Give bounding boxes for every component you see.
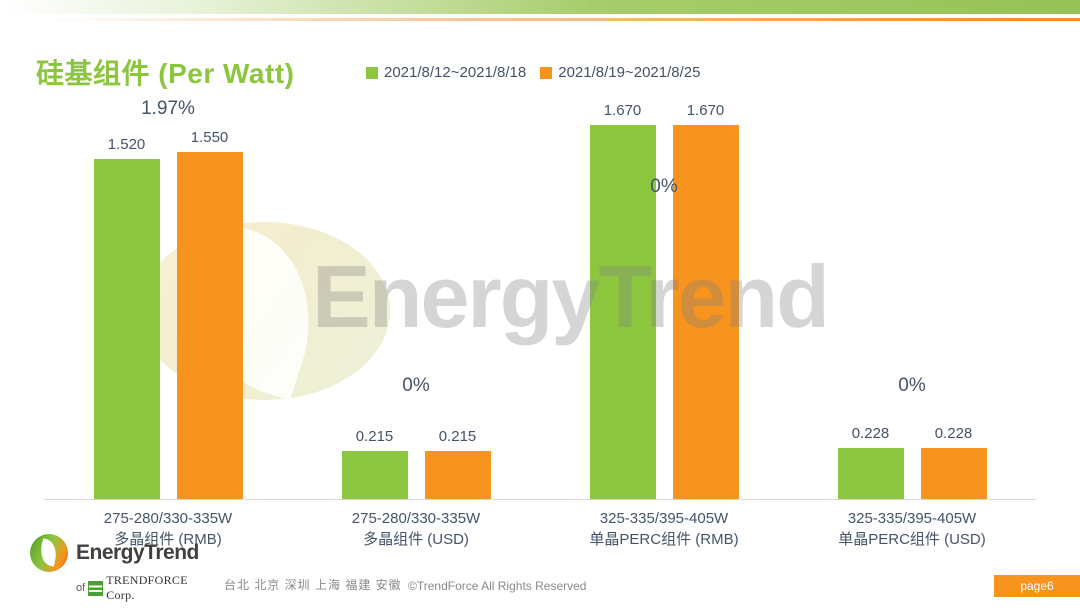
- bar-wrap: 1.550: [176, 129, 243, 499]
- trendforce-icon: [88, 580, 104, 596]
- leaf-icon: [37, 538, 60, 567]
- value-label: 0.228: [851, 425, 890, 442]
- bar-group-poly-rmb: 1.97% 1.520 1.550: [44, 90, 292, 499]
- bar-period2: [920, 448, 987, 499]
- bar-period1: [837, 448, 904, 499]
- page-number-badge: page6: [994, 575, 1080, 597]
- category-line2: 单晶PERC组件 (USD): [838, 531, 986, 548]
- bar-wrap: 1.520: [93, 136, 160, 499]
- legend-item-period2: 2021/8/19~2021/8/25: [540, 64, 700, 81]
- logo-wordmark: EnergyTrend: [76, 541, 199, 564]
- bar-pair: 1.670 1.670: [540, 102, 788, 499]
- chart-legend: 2021/8/12~2021/8/18 2021/8/19~2021/8/25: [366, 64, 700, 81]
- top-gradient-band: [0, 0, 1080, 14]
- legend-label-period2: 2021/8/19~2021/8/25: [558, 64, 701, 81]
- bar-pair: 0.215 0.215: [292, 428, 540, 499]
- logo-of-text: of: [76, 582, 86, 594]
- category-line2: 单晶PERC组件 (RMB): [589, 531, 739, 548]
- footer-copyright: ©TrendForce All Rights Reserved: [408, 579, 587, 593]
- value-label: 1.550: [190, 129, 229, 146]
- category-label: 325-335/395-405W 单晶PERC组件 (USD): [788, 508, 1036, 550]
- footer: EnergyTrend of TRENDFORCE Corp. 台北 北京 深圳…: [0, 534, 1080, 608]
- bar-groups: 1.97% 1.520 1.550 0% 0.215: [44, 90, 1036, 499]
- value-label: 0.228: [934, 425, 973, 442]
- category-line2: 多晶组件 (RMB): [114, 531, 222, 548]
- category-line1: 275-280/330-335W: [103, 510, 233, 527]
- value-label: 1.520: [107, 136, 146, 153]
- category-line1: 275-280/330-335W: [351, 510, 481, 527]
- bar-period2: [672, 125, 739, 499]
- bar-period1: [93, 159, 160, 499]
- value-label: 1.670: [603, 102, 642, 119]
- bar-chart: 1.97% 1.520 1.550 0% 0.215: [44, 90, 1036, 548]
- change-label: 0%: [898, 375, 926, 396]
- bar-wrap: 0.228: [920, 425, 987, 499]
- legend-item-period1: 2021/8/12~2021/8/18: [366, 64, 526, 81]
- top-accent-line: [0, 18, 1080, 21]
- category-label: 275-280/330-335W 多晶组件 (USD): [292, 508, 540, 550]
- logo-subline: of TRENDFORCE Corp.: [76, 573, 200, 603]
- bar-group-mono-rmb: 0% 1.670 1.670: [540, 90, 788, 499]
- change-label: 0%: [402, 375, 430, 396]
- bar-period1: [589, 125, 656, 499]
- category-line1: 325-335/395-405W: [847, 510, 977, 527]
- category-line2: 多晶组件 (USD): [363, 531, 469, 548]
- bar-group-poly-usd: 0% 0.215 0.215: [292, 90, 540, 499]
- energytrend-logo: EnergyTrend of TRENDFORCE Corp.: [30, 534, 200, 603]
- page-title: 硅基组件 (Per Watt): [36, 58, 295, 89]
- bar-wrap: 0.215: [424, 428, 491, 499]
- bar-wrap: 0.228: [837, 425, 904, 499]
- legend-swatch-green: [366, 66, 378, 79]
- bar-period1: [341, 451, 408, 499]
- bar-wrap: 0.215: [341, 428, 408, 499]
- bar-group-mono-usd: 0% 0.228 0.228: [788, 90, 1036, 499]
- bar-pair: 0.228 0.228: [788, 425, 1036, 499]
- value-label: 0.215: [355, 428, 394, 445]
- category-label: 325-335/395-405W 单晶PERC组件 (RMB): [540, 508, 788, 550]
- footer-locations: 台北 北京 深圳 上海 福建 安徽: [224, 578, 402, 592]
- bar-wrap: 1.670: [672, 102, 739, 499]
- change-label: 0%: [650, 176, 678, 197]
- value-label: 1.670: [686, 102, 725, 119]
- change-label: 1.97%: [141, 98, 195, 119]
- category-axis: 275-280/330-335W 多晶组件 (RMB) 275-280/330-…: [44, 508, 1036, 550]
- energytrend-logo-icon: [30, 534, 68, 572]
- trendforce-wordmark: TRENDFORCE Corp.: [106, 573, 188, 602]
- bar-period2: [176, 152, 243, 499]
- legend-swatch-orange: [540, 66, 553, 79]
- bar-pair: 1.520 1.550: [44, 129, 292, 499]
- category-line1: 325-335/395-405W: [599, 510, 729, 527]
- bar-period2: [424, 451, 491, 499]
- bar-wrap: 1.670: [589, 102, 656, 499]
- value-label: 0.215: [438, 428, 477, 445]
- legend-label-period1: 2021/8/12~2021/8/18: [384, 64, 527, 81]
- category-label: 275-280/330-335W 多晶组件 (RMB): [44, 508, 292, 550]
